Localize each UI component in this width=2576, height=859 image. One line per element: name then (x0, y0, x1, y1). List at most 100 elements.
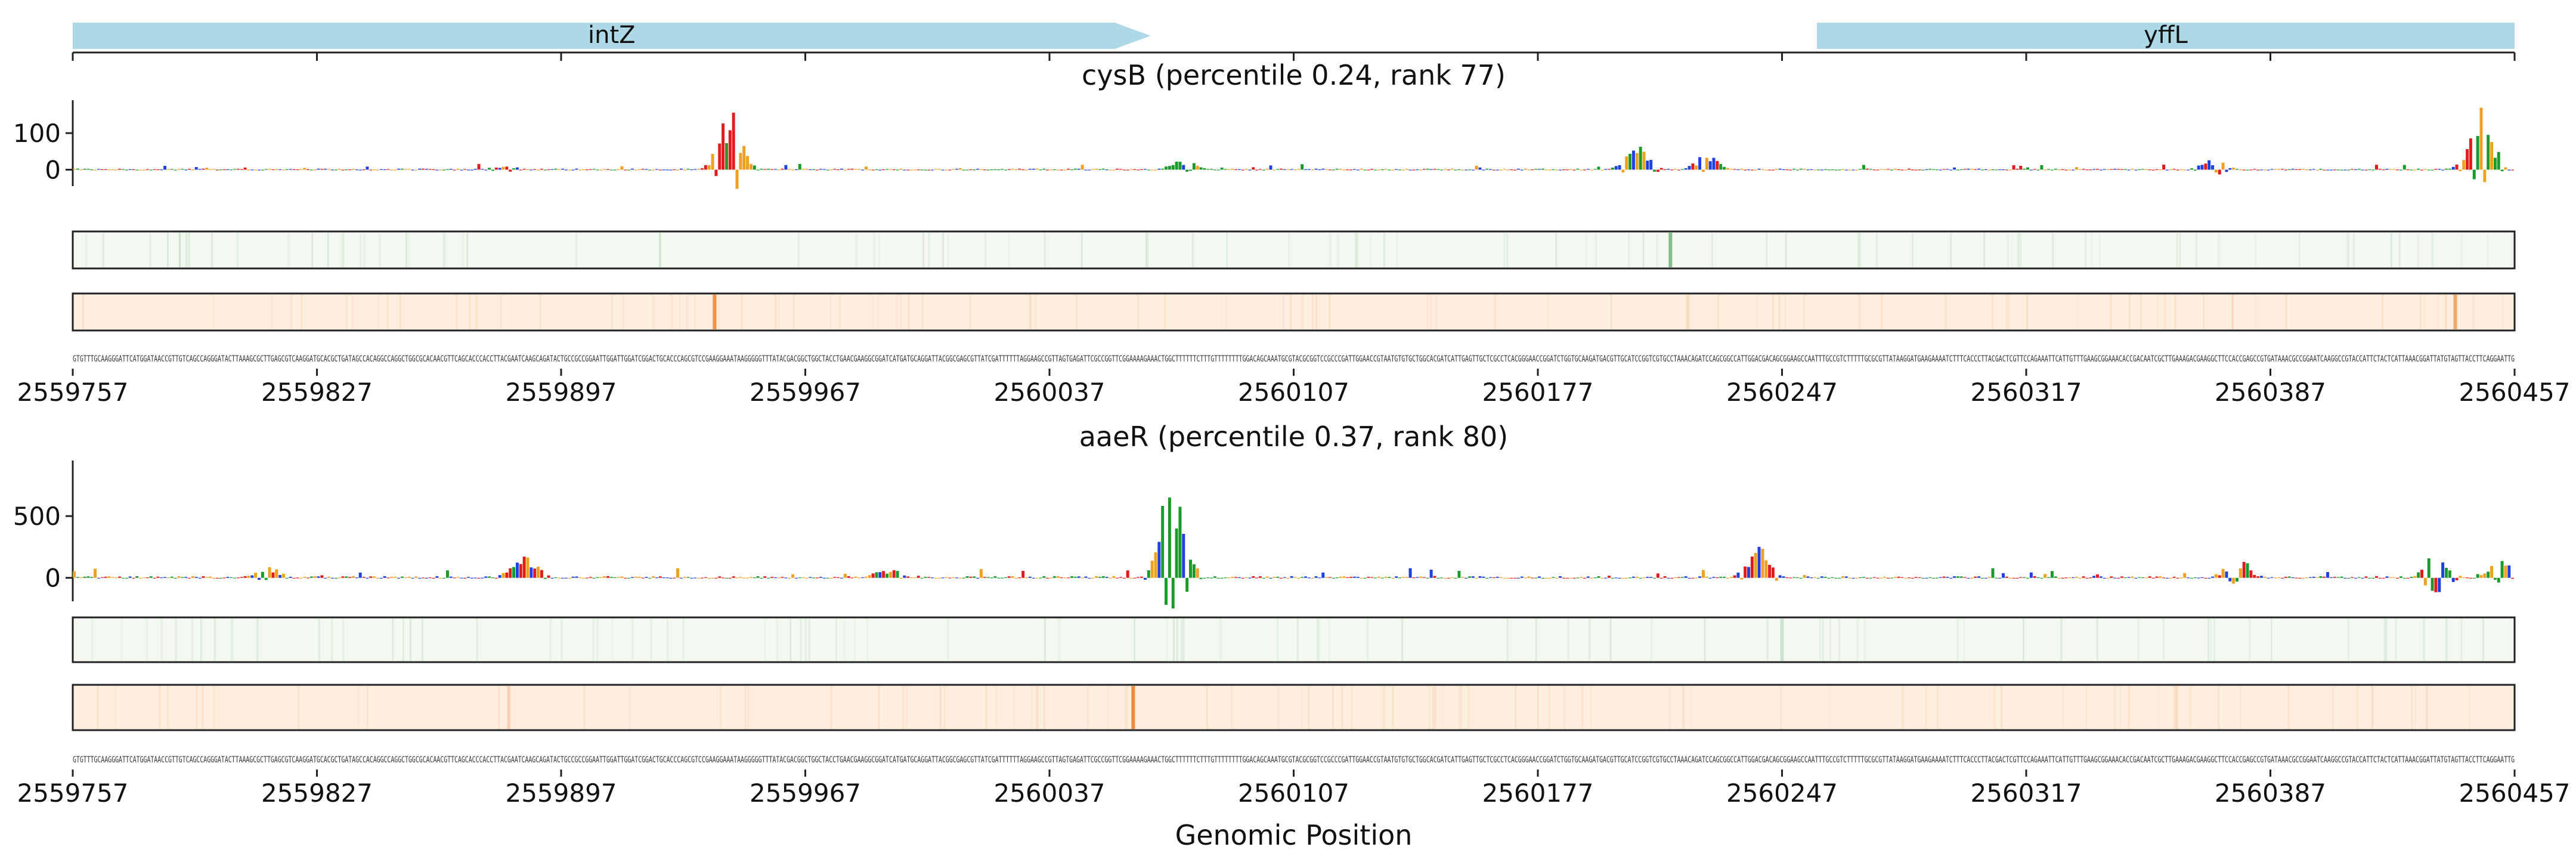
logo-bar (1974, 169, 1977, 170)
logo-bar (2054, 576, 2057, 578)
logo-bar (945, 169, 948, 171)
logo-bar (816, 577, 819, 579)
gene-label-intZ: intZ (588, 21, 636, 49)
green-strip-faint-mark (1503, 233, 1506, 267)
logo-bar (892, 169, 896, 171)
orange-strip-faint-mark (1126, 686, 1128, 729)
logo-bar (369, 576, 373, 578)
logo-bar (735, 169, 739, 189)
logo-bar (209, 169, 212, 170)
logo-bar (2134, 577, 2138, 579)
orange-strip-faint-mark (1610, 295, 1612, 329)
logo-bar (791, 574, 795, 578)
logo-bar (174, 169, 177, 171)
orange-strip-frame (72, 684, 2516, 731)
logo-bar (554, 168, 558, 170)
green-strip-faint-mark (1328, 619, 1330, 661)
logo-bar (976, 577, 980, 579)
logo-bar (494, 167, 498, 170)
logo-bar (1621, 577, 1625, 579)
logo-bar (1220, 167, 1224, 170)
orange-strip-faint-mark (921, 295, 924, 329)
logo-bar (1447, 169, 1450, 171)
logo-bar (1332, 577, 1335, 579)
logo-bar (1701, 169, 1705, 172)
orange-strip-faint-mark (399, 295, 401, 329)
logo-bar (609, 169, 613, 171)
green-strip-faint-mark (1191, 233, 1194, 267)
logo-bar (278, 574, 282, 578)
logo-bar (1513, 169, 1517, 171)
logo-bar (903, 575, 906, 578)
logo-bar (1904, 577, 1908, 579)
logo-bar (2238, 169, 2242, 171)
logo-bar (1552, 169, 1555, 171)
logo-bar (1708, 161, 1712, 170)
logo-bar (537, 566, 540, 578)
logo-bar (1182, 533, 1185, 578)
orange-strip-faint-mark (878, 686, 880, 729)
logo-bar (724, 143, 728, 170)
green-strip-faint-mark (237, 233, 239, 267)
logo-bar (2197, 165, 2200, 170)
logo-bar (1611, 577, 1614, 579)
logo-bar (1565, 169, 1569, 171)
logo-bar (1276, 576, 1280, 578)
logo-bar (1795, 169, 1799, 171)
logo-bar (2232, 577, 2236, 584)
orange-strip-faint-mark (2419, 295, 2422, 329)
gene-arrow-yffL (1817, 23, 2515, 49)
logo-bar (2427, 169, 2431, 171)
green-strip-faint-mark (1766, 619, 1769, 661)
orange-strip-faint-mark (830, 686, 832, 729)
logo-bar (90, 169, 94, 171)
logo-bar (1492, 577, 1496, 578)
green-strip-faint-mark (2482, 619, 2484, 661)
green-strip-faint-mark (2346, 233, 2349, 267)
cysB-panel-title: cysB (percentile 0.24, rank 77) (1082, 59, 1506, 91)
logo-bar (2382, 169, 2385, 171)
orange-strip-faint-mark (1029, 295, 1031, 329)
logo-bar (662, 577, 665, 579)
green-strip-faint-mark (1766, 233, 1768, 267)
green-strip-faint-mark (2417, 233, 2419, 267)
logo-bar (2050, 571, 2054, 578)
logo-bar (1817, 577, 1820, 579)
logo-bar (1363, 169, 1367, 171)
logo-bar (2148, 576, 2151, 578)
logo-bar (1126, 570, 1129, 578)
logo-bar (2462, 577, 2466, 578)
logo-bar (913, 169, 917, 171)
green-strip-faint-mark (179, 233, 181, 267)
logo-bar (1105, 577, 1109, 578)
logo-bar (1436, 577, 1440, 579)
logo-bar (829, 169, 833, 171)
logo-bar (1412, 169, 1416, 171)
logo-bar (1133, 577, 1137, 579)
logo-bar (1995, 169, 1998, 171)
logo-bar (2019, 166, 2023, 170)
logo-bar (1848, 169, 1852, 171)
logo-bar (676, 568, 680, 578)
logo-bar (864, 166, 868, 170)
logo-bar (2040, 577, 2044, 579)
logo-bar (1052, 576, 1056, 578)
logo-bar (2371, 169, 2375, 171)
green-strip-faint-mark (1396, 233, 1398, 267)
logo-bar (1080, 577, 1084, 579)
logo-bar (194, 166, 198, 170)
logo-bar (1844, 576, 1848, 578)
logo-bar (432, 577, 435, 579)
logo-bar (425, 577, 428, 579)
logo-bar (1747, 567, 1750, 578)
orange-strip-faint-mark (1164, 295, 1166, 329)
logo-bar (397, 168, 401, 170)
logo-bar (1280, 168, 1283, 170)
logo-bar (2287, 576, 2291, 578)
logo-bar (763, 576, 767, 578)
orange-strip-peak-1 (507, 686, 511, 729)
logo-bar (1583, 169, 1587, 171)
logo-bar (2172, 576, 2176, 578)
logo-bar (837, 577, 840, 578)
